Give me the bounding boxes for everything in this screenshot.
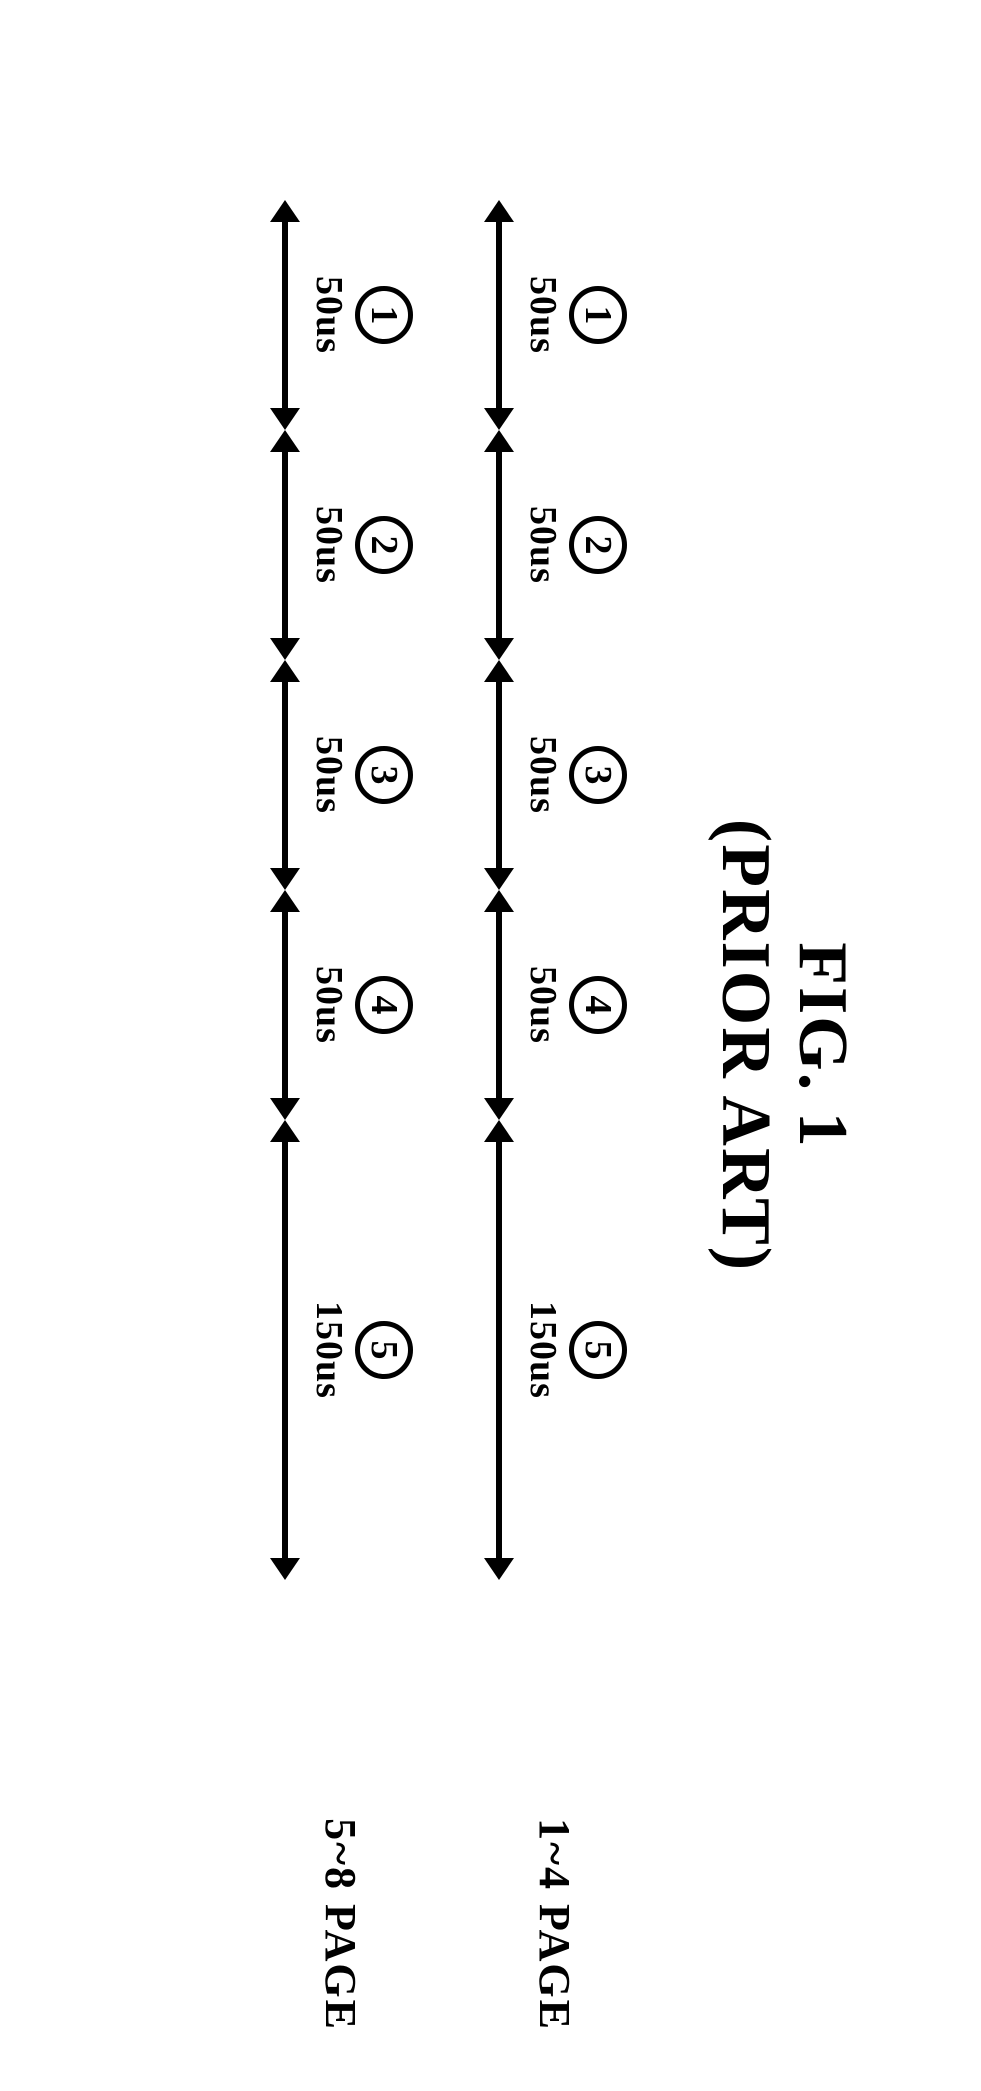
segment: 3 50us: [483, 660, 627, 890]
double-arrow: [269, 890, 301, 1120]
segment: 5 150us: [269, 1120, 413, 1580]
double-arrow: [269, 200, 301, 430]
step-duration: 50us: [307, 506, 351, 584]
segment: 3 50us: [269, 660, 413, 890]
step-duration: 50us: [521, 276, 565, 354]
segment: 2 50us: [483, 430, 627, 660]
row-label: 5~8 PAGE: [316, 1818, 367, 2031]
step-duration: 50us: [307, 736, 351, 814]
step-circle: 3: [355, 746, 413, 804]
step-circle: 2: [569, 516, 627, 574]
step-circle: 5: [569, 1321, 627, 1379]
step-circle: 4: [355, 976, 413, 1034]
segment: 4 50us: [483, 890, 627, 1120]
double-arrow: [269, 660, 301, 890]
timing-row: 1 50us 2 50us 3 50us: [269, 200, 413, 2031]
step-circle: 2: [355, 516, 413, 574]
timing-rows: 1 50us 2 50us 3 50us: [269, 0, 627, 2091]
timing-row: 1 50us 2 50us 3 50us: [483, 200, 627, 2031]
double-arrow: [269, 430, 301, 660]
step-duration: 50us: [307, 276, 351, 354]
double-arrow: [483, 890, 515, 1120]
double-arrow: [483, 660, 515, 890]
double-arrow: [483, 1120, 515, 1580]
segment: 4 50us: [269, 890, 413, 1120]
title-line-1: FIG. 1: [784, 0, 861, 2091]
row-label: 1~4 PAGE: [530, 1818, 581, 2031]
title-line-2: (PRIOR ART): [707, 0, 784, 2091]
step-duration: 150us: [307, 1301, 351, 1399]
figure-title: FIG. 1 (PRIOR ART): [707, 0, 861, 2091]
step-duration: 50us: [307, 966, 351, 1044]
step-duration: 50us: [521, 736, 565, 814]
row-segments: 1 50us 2 50us 3 50us: [269, 200, 413, 1794]
double-arrow: [483, 200, 515, 430]
step-duration: 50us: [521, 966, 565, 1044]
segment: 1 50us: [269, 200, 413, 430]
step-circle: 4: [569, 976, 627, 1034]
step-circle: 1: [355, 286, 413, 344]
row-segments: 1 50us 2 50us 3 50us: [483, 200, 627, 1794]
double-arrow: [483, 430, 515, 660]
segment: 1 50us: [483, 200, 627, 430]
step-circle: 5: [355, 1321, 413, 1379]
step-duration: 150us: [521, 1301, 565, 1399]
double-arrow: [269, 1120, 301, 1580]
step-circle: 3: [569, 746, 627, 804]
segment: 2 50us: [269, 430, 413, 660]
step-duration: 50us: [521, 506, 565, 584]
step-circle: 1: [569, 286, 627, 344]
segment: 5 150us: [483, 1120, 627, 1580]
